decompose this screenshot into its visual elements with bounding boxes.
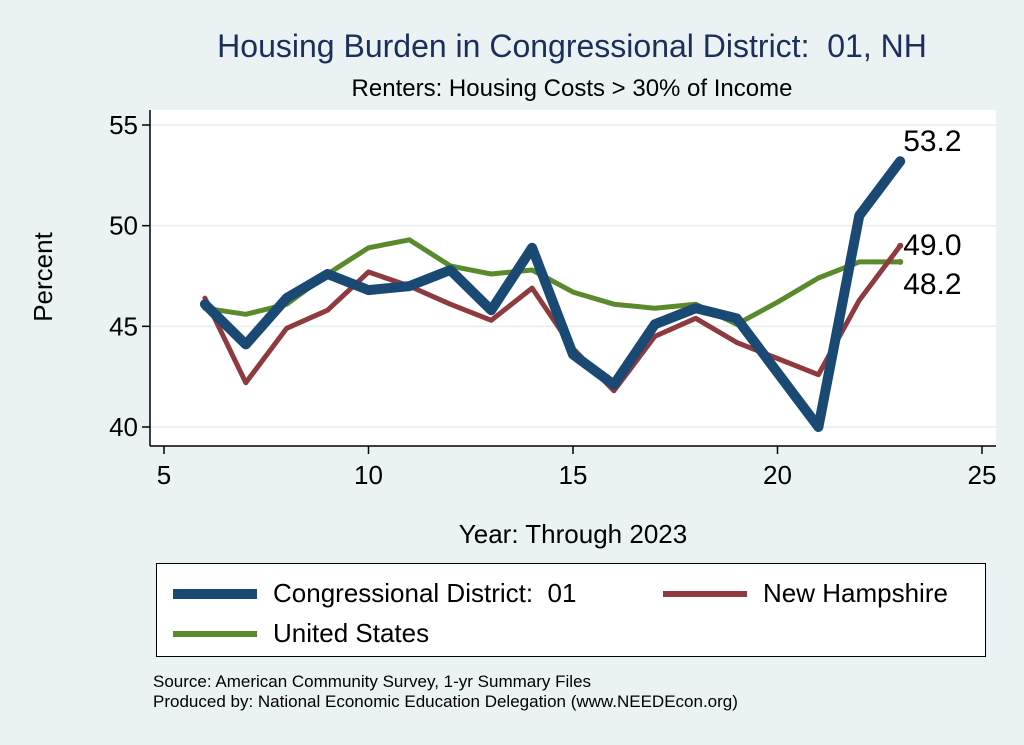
end-point-us [897, 258, 904, 265]
tick-label-y-40: 40 [109, 412, 138, 442]
tick-label-x-10: 10 [354, 460, 383, 490]
y-axis-label: Percent [28, 231, 58, 321]
legend-label-district: Congressional District: 01 [273, 578, 577, 608]
series-line-district [199, 156, 906, 432]
end-point-state [897, 242, 904, 249]
legend-item-state: New Hampshire [663, 578, 948, 609]
source-note: Source: American Community Survey, 1-yr … [153, 672, 592, 691]
end-label-us: 48.2 [903, 268, 961, 301]
end-label-state: 49.0 [903, 229, 961, 262]
legend-label-us: United States [273, 618, 430, 648]
end-label-district: 53.2 [903, 125, 961, 158]
legend-item-us: United States [173, 618, 429, 649]
legend-label-state: New Hampshire [763, 578, 948, 608]
plot-area [150, 110, 996, 446]
tick-label-x-15: 15 [559, 460, 588, 490]
legend-swatch-district [173, 588, 257, 599]
tick-label-x-5: 5 [157, 460, 171, 490]
chart-subtitle: Renters: Housing Costs > 30% of Income [351, 75, 793, 102]
legend-swatch-us [173, 630, 257, 637]
tick-label-y-45: 45 [109, 311, 138, 341]
tick-label-x-25: 25 [968, 460, 997, 490]
tick-label-x-20: 20 [763, 460, 792, 490]
produced-by-note: Produced by: National Economic Education… [153, 692, 738, 711]
chart-title: Housing Burden in Congressional District… [217, 28, 927, 64]
tick-label-y-55: 55 [109, 110, 138, 140]
x-axis-label: Year: Through 2023 [459, 519, 687, 549]
series-line-state [202, 243, 903, 394]
tick-label-y-50: 50 [109, 211, 138, 241]
legend-item-district: Congressional District: 01 [173, 578, 576, 609]
chart-legend: Congressional District: 01 New Hampshire… [156, 563, 986, 657]
legend-swatch-state [663, 590, 747, 597]
end-point-district [897, 158, 904, 165]
